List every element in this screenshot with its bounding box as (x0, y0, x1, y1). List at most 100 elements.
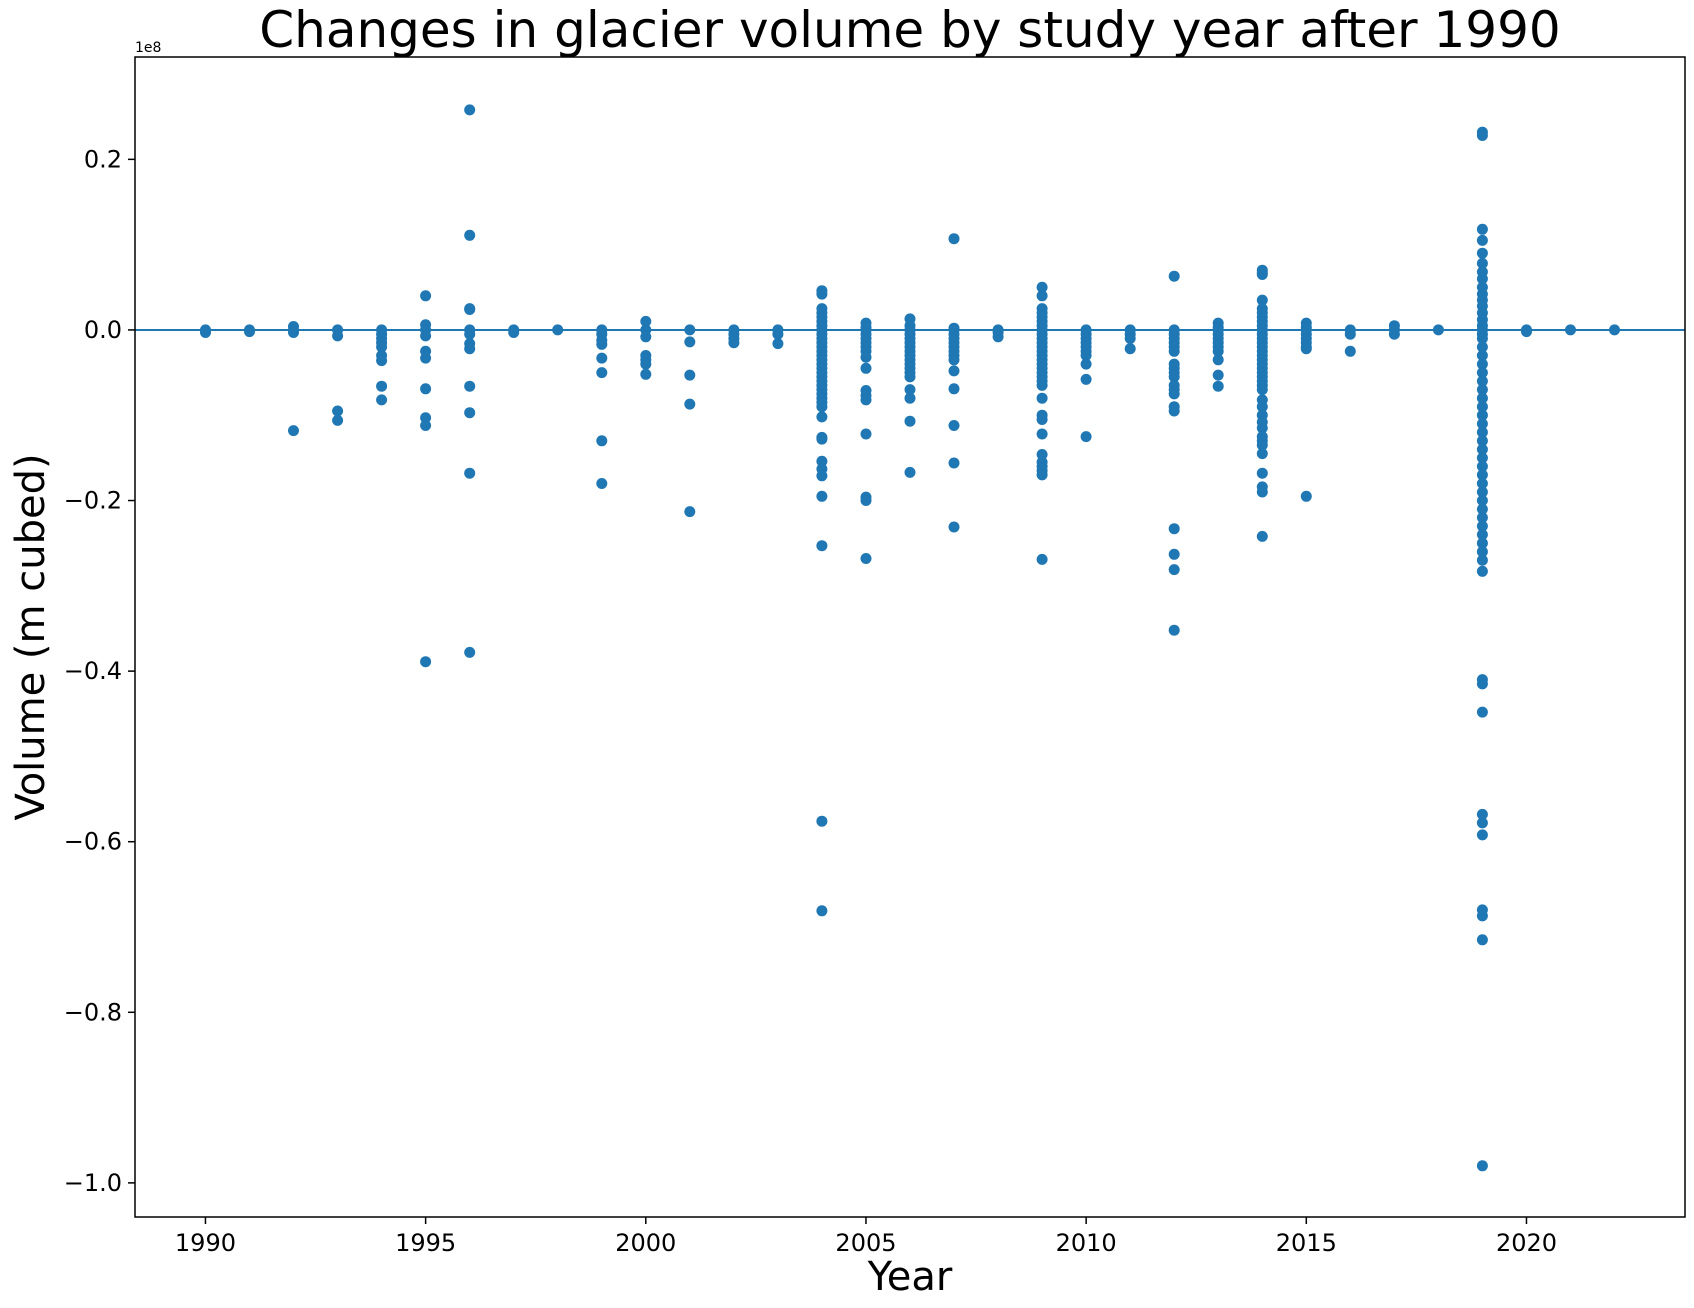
data-point (1212, 369, 1224, 381)
data-point (860, 428, 872, 440)
y-offset-label: 1e8 (135, 40, 161, 56)
data-point (772, 338, 784, 350)
data-point (1300, 490, 1312, 502)
data-point (816, 470, 828, 482)
data-point (464, 328, 476, 340)
data-point (860, 495, 872, 506)
data-point (464, 380, 476, 392)
data-point (1476, 910, 1488, 922)
data-point (1080, 373, 1092, 385)
data-point (860, 362, 872, 374)
data-point (1476, 546, 1488, 558)
data-point (1476, 537, 1488, 549)
data-point (816, 401, 828, 413)
data-point (904, 392, 916, 404)
data-point (464, 407, 476, 419)
x-axis-label: Year (867, 1254, 953, 1300)
data-point (1168, 405, 1180, 417)
data-point (1036, 449, 1048, 460)
data-point (1344, 328, 1356, 340)
data-point (684, 506, 696, 518)
data-point (1476, 350, 1488, 361)
data-point (1476, 257, 1488, 269)
data-point (1168, 388, 1180, 400)
data-point (1036, 281, 1048, 293)
data-point (948, 420, 960, 431)
data-point (1256, 486, 1268, 498)
y-axis-label: Volume (m cubed) (8, 453, 54, 820)
data-point (1476, 341, 1488, 353)
data-point (1476, 1160, 1488, 1172)
data-point (420, 383, 432, 395)
data-point (1036, 379, 1048, 391)
data-point (992, 331, 1004, 343)
data-point (464, 304, 476, 315)
data-point (1300, 343, 1312, 355)
data-point (1168, 523, 1180, 535)
data-point (1212, 354, 1224, 366)
data-point (420, 656, 432, 668)
data-point (1476, 223, 1488, 235)
data-point (420, 412, 432, 424)
data-point (200, 327, 211, 338)
data-point (288, 425, 299, 437)
data-point (816, 433, 828, 445)
data-point (1168, 345, 1180, 357)
data-point (508, 327, 520, 338)
data-point (1476, 565, 1488, 577)
data-point (1256, 401, 1268, 413)
data-point (1256, 467, 1268, 479)
data-point (1476, 503, 1488, 515)
x-tick-label: 2015 (1276, 1229, 1337, 1257)
data-point (1168, 564, 1180, 576)
data-point (816, 490, 828, 502)
plot-frame (134, 56, 1686, 1218)
data-point (1476, 426, 1488, 438)
data-point (1476, 808, 1488, 820)
x-tick-label: 1990 (175, 1229, 236, 1257)
y-tick-label: −0.8 (64, 998, 122, 1026)
data-point (596, 367, 608, 379)
x-tick-label: 2020 (1496, 1229, 1557, 1257)
data-point (1476, 706, 1488, 718)
data-point (1521, 326, 1532, 338)
data-point (1476, 486, 1488, 498)
data-point (1212, 345, 1224, 357)
data-point (1476, 452, 1488, 464)
data-point (1080, 358, 1092, 370)
data-point (816, 288, 828, 300)
data-point (332, 414, 344, 426)
data-point (1476, 817, 1488, 829)
data-point (728, 337, 740, 349)
data-point (904, 371, 916, 383)
data-point (1036, 428, 1048, 440)
data-point (1256, 294, 1268, 306)
data-point (1036, 290, 1048, 302)
data-point (1476, 495, 1488, 506)
data-point (1476, 234, 1488, 246)
data-point (684, 369, 696, 381)
data-point (684, 398, 696, 410)
data-point (1476, 418, 1488, 430)
data-point (816, 815, 828, 827)
data-point (1476, 358, 1488, 370)
data-point (1036, 469, 1048, 481)
data-point (1036, 414, 1048, 425)
data-point (1476, 401, 1488, 413)
data-point (816, 905, 828, 917)
data-point (1476, 409, 1488, 421)
y-tick-label: −0.2 (64, 487, 122, 515)
data-point (1344, 345, 1356, 357)
data-point (244, 326, 255, 338)
data-point (1476, 529, 1488, 541)
data-point (1256, 439, 1268, 451)
data-point (596, 338, 608, 350)
data-point (1168, 270, 1180, 282)
y-tick-label: −0.4 (64, 657, 122, 685)
data-point (1476, 829, 1488, 841)
x-tick-label: 2000 (615, 1229, 676, 1257)
data-point (464, 343, 476, 355)
data-point (420, 352, 432, 364)
data-point (1476, 443, 1488, 455)
data-point (1476, 512, 1488, 524)
